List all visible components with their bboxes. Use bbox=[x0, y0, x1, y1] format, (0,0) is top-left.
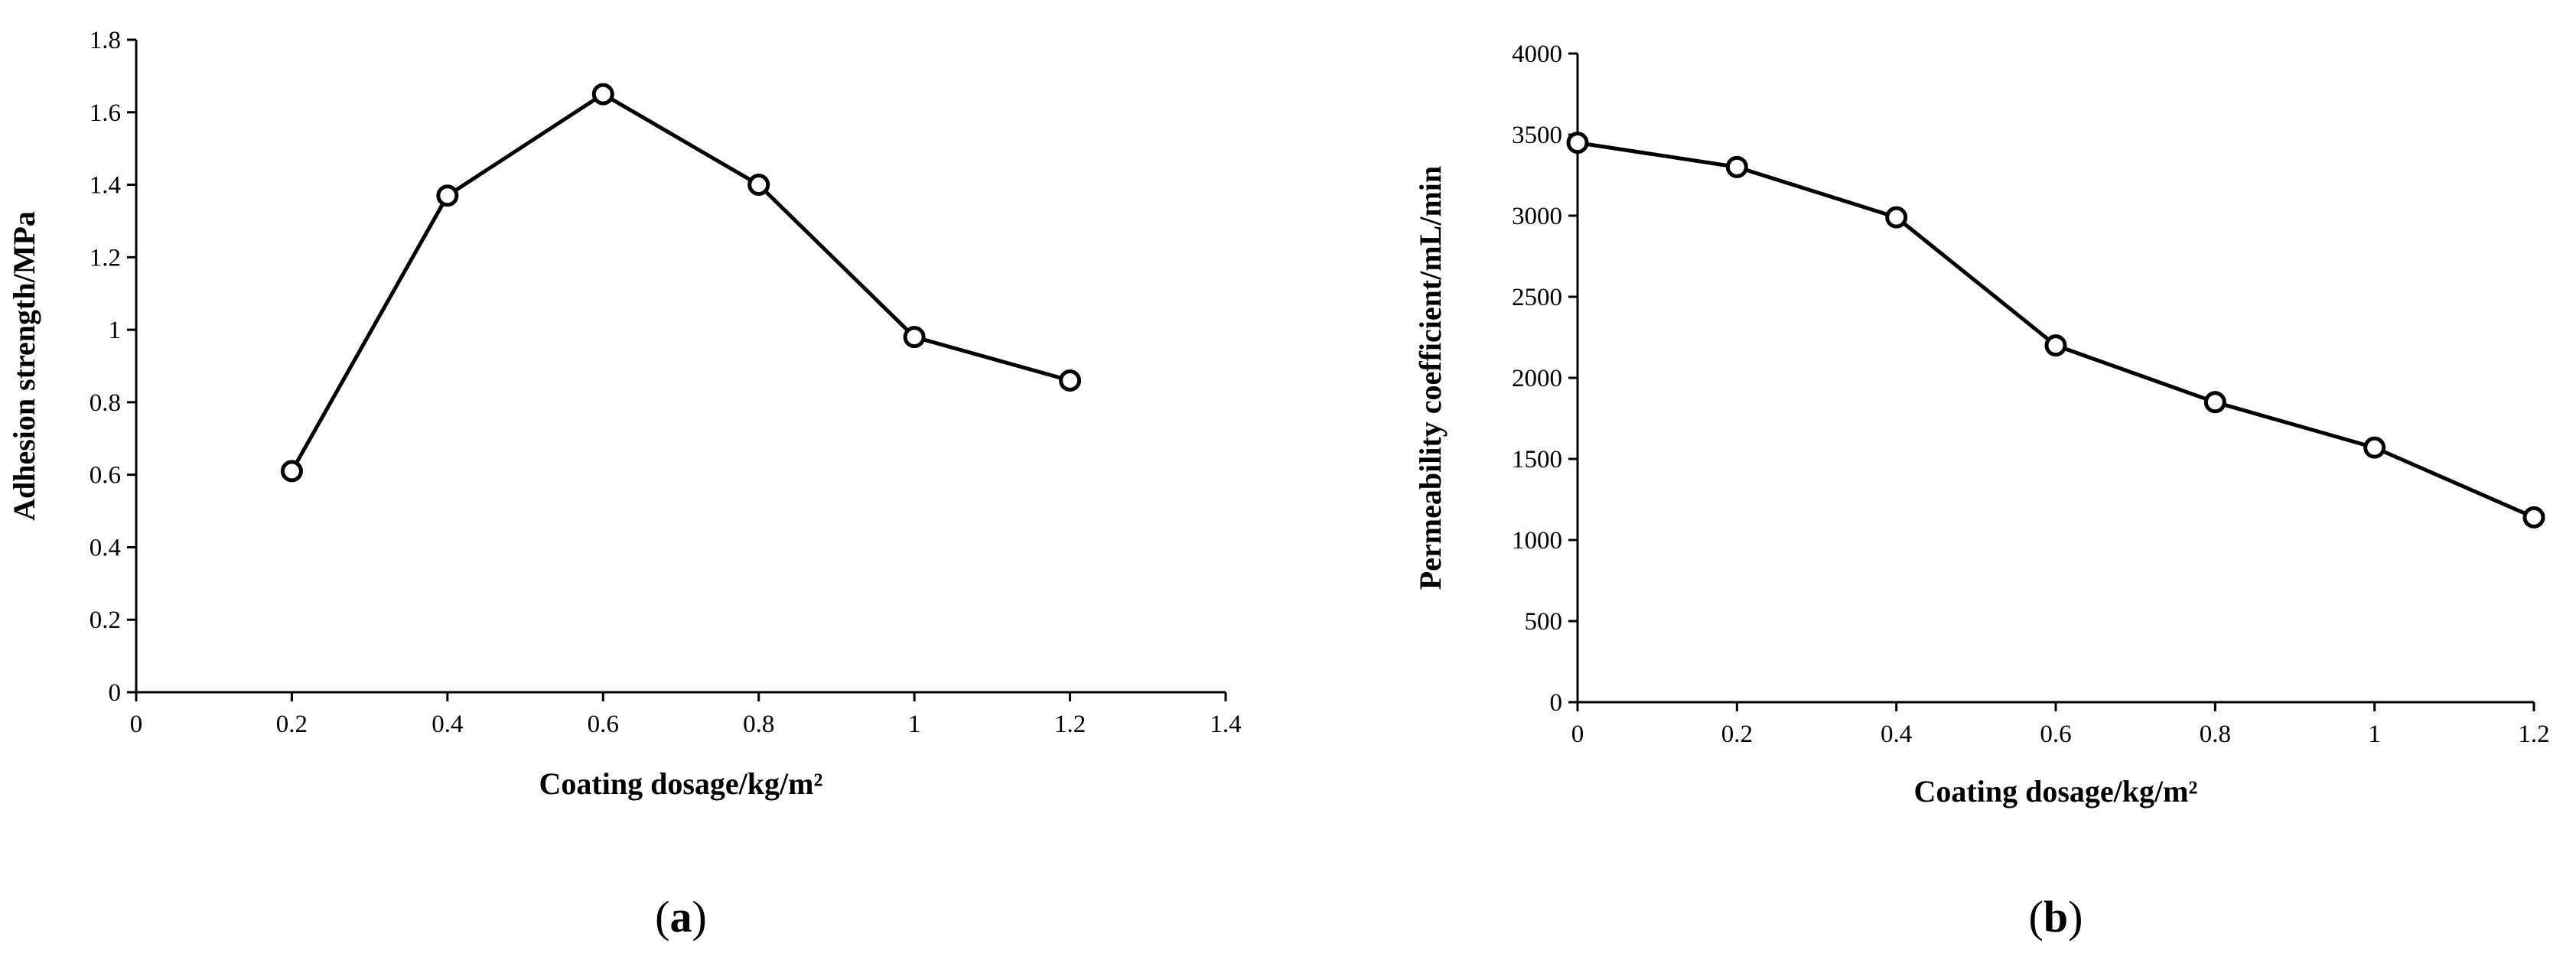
chart-a-data-point bbox=[280, 460, 303, 483]
chart-b-y-tick-label: 3000 bbox=[1512, 203, 1562, 230]
chart-a-y-tick-label: 0.6 bbox=[90, 462, 121, 490]
chart-a-x-tick-label: 1.2 bbox=[1054, 711, 1086, 738]
chart-panel-a: 0 0.2 0.4 0.6 0.8 1 1.2 1.4 1.6 1.8 0 0.2 0.4 0.6 0.8 1… bbox=[7, 27, 1242, 942]
chart-panel-b: 0 500 1000 1500 2000 2500 3000 3500 4000 0 0.2 0.4 0… bbox=[1413, 41, 2550, 942]
chart-b-y-tick-label: 1000 bbox=[1512, 527, 1562, 555]
chart-b-y-tick-label: 2500 bbox=[1512, 284, 1562, 311]
chart-b-data-point bbox=[2522, 506, 2545, 529]
chart-a-y-tick-label: 0.2 bbox=[90, 607, 121, 634]
chart-b-data-point bbox=[2203, 391, 2226, 414]
chart-a-y-tick-label: 1.6 bbox=[90, 99, 121, 127]
chart-b-x-tick-label: 1 bbox=[2368, 721, 2381, 748]
chart-b-y-axis-title: Permeability coefficient/mL/min bbox=[1413, 166, 1448, 590]
chart-b-y-tick-label: 1500 bbox=[1512, 446, 1562, 473]
chart-a-x-tick-label: 1.4 bbox=[1210, 711, 1241, 738]
chart-b-data-point bbox=[1725, 155, 1748, 178]
chart-b-x-tick-label: 0.6 bbox=[2040, 721, 2071, 748]
chart-a-x-tick-label: 0.8 bbox=[743, 711, 774, 738]
chart-a-data-point bbox=[591, 83, 614, 106]
chart-a-data-point bbox=[1059, 369, 1082, 392]
chart-b-panel-label: (b) bbox=[2029, 892, 2083, 942]
chart-b-x-tick-label: 0 bbox=[1571, 721, 1584, 748]
chart-b-x-axis-title: Coating dosage/kg/m² bbox=[1914, 774, 2198, 808]
chart-b-x-tick-label: 0.2 bbox=[1721, 721, 1753, 748]
chart-a-data-point bbox=[436, 184, 459, 207]
chart-a-x-tick-label: 0.6 bbox=[588, 711, 619, 738]
chart-a-x-tick-label: 0.4 bbox=[432, 711, 463, 738]
chart-a-data-point bbox=[903, 326, 926, 349]
chart-b-x-tick-label: 0.8 bbox=[2200, 721, 2231, 748]
chart-a-y-tick-label: 1.8 bbox=[90, 27, 121, 54]
chart-b-y-tick-label: 3500 bbox=[1512, 122, 1562, 149]
chart-a-x-tick-label: 0 bbox=[130, 711, 143, 738]
chart-a-y-tick-label: 1.2 bbox=[90, 244, 121, 272]
chart-a-y-tick-label: 1 bbox=[109, 317, 122, 344]
chart-b-x-tick-label: 1.2 bbox=[2518, 721, 2549, 748]
chart-b-y-tick-label: 2000 bbox=[1512, 365, 1562, 392]
chart-a-y-tick-label: 1.4 bbox=[90, 172, 121, 200]
chart-b-y-tick-label: 4000 bbox=[1512, 41, 1562, 68]
chart-a-y-axis-title: Adhesion strength/MPa bbox=[7, 211, 41, 521]
chart-a-x-tick-label: 1 bbox=[908, 711, 921, 738]
chart-a-series-line bbox=[290, 92, 1071, 473]
chart-a-y-tick-label: 0.8 bbox=[90, 389, 121, 417]
chart-b-data-point bbox=[2044, 334, 2067, 357]
chart-a-panel-label: (a) bbox=[655, 892, 707, 942]
chart-b-data-point bbox=[1885, 206, 1908, 229]
chart-b-data-point bbox=[2363, 436, 2386, 459]
chart-a-y-tick-label: 0 bbox=[109, 679, 122, 707]
chart-a-x-axis-title: Coating dosage/kg/m² bbox=[539, 766, 823, 801]
chart-a-data-point bbox=[747, 174, 770, 197]
chart-b-x-tick-label: 0.4 bbox=[1881, 721, 1912, 748]
chart-b-y-tick-label: 0 bbox=[1550, 689, 1563, 717]
chart-b-y-tick-label: 500 bbox=[1525, 608, 1563, 636]
chart-a-x-tick-label: 0.2 bbox=[276, 711, 308, 738]
chart-b-data-point bbox=[1566, 132, 1589, 155]
chart-a-y-tick-label: 0.4 bbox=[90, 534, 121, 561]
